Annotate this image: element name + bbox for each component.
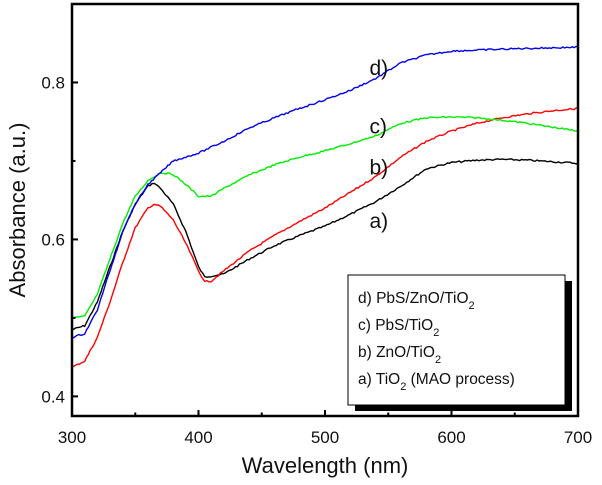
curves-layer: a) b) c) d): [71, 45, 579, 368]
legend-entry-c: c) PbS/TiO2: [358, 317, 439, 339]
x-tick-label: 400: [184, 428, 212, 447]
x-tick-label: 700: [564, 428, 592, 447]
x-axis-title: Wavelength (nm): [242, 453, 409, 478]
x-tick-label: 500: [311, 428, 339, 447]
y-tick-label: 0.6: [41, 230, 65, 249]
legend-entry-b: b) ZnO/TiO2: [358, 344, 441, 366]
ticks-layer: 300 400 500 600 700 0.4 0.6 0.8: [41, 73, 592, 447]
legend: d) PbS/ZnO/TiO2 c) PbS/TiO2 b) ZnO/TiO2 …: [347, 274, 572, 411]
x-tick-label: 600: [437, 428, 465, 447]
series-line-d: [71, 45, 579, 339]
y-axis-title: Absorbance (a.u.): [5, 123, 30, 298]
curve-label-c: c): [369, 116, 387, 139]
y-tick-label: 0.4: [41, 387, 65, 406]
curve-label-b: b): [369, 156, 388, 179]
series-line-a: [71, 158, 579, 331]
series-line-c: [71, 115, 579, 319]
x-tick-label: 300: [58, 428, 86, 447]
legend-entry-a: a) TiO2 (MAO process): [358, 371, 515, 393]
y-tick-label: 0.8: [41, 73, 65, 92]
legend-box: [347, 274, 566, 406]
legend-entry-d: d) PbS/ZnO/TiO2: [358, 290, 475, 312]
curve-label-d: d): [369, 57, 388, 80]
curve-label-a: a): [369, 210, 388, 233]
